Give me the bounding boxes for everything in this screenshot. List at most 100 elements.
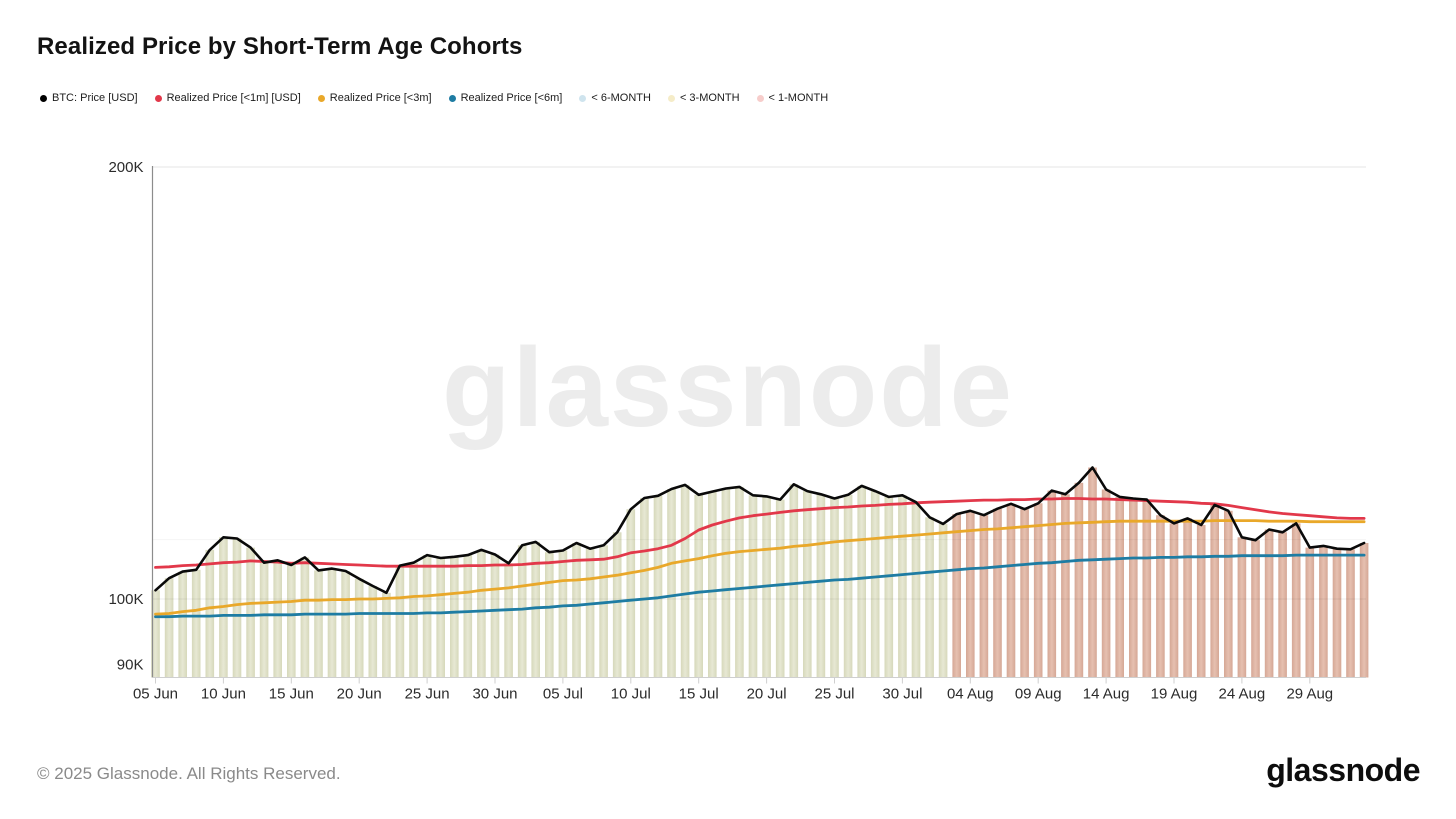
glassnode-logo: glassnode (1266, 752, 1420, 788)
price-bar (1291, 523, 1301, 678)
price-bar (993, 508, 1002, 678)
price-bar (368, 586, 378, 678)
legend-dot-icon (579, 94, 587, 102)
price-bar (898, 495, 907, 678)
legend-dot-icon (317, 94, 325, 102)
price-bar (667, 489, 676, 678)
x-tick-label: 30 Jul (882, 686, 922, 703)
price-bar (450, 556, 459, 678)
price-bar (775, 499, 785, 678)
legend-item-label: BTC: Price [USD] (52, 92, 138, 104)
price-bar (436, 558, 445, 678)
price-bar (680, 484, 690, 678)
price-bar (1156, 515, 1165, 678)
price-bar (246, 547, 255, 678)
price-bar (164, 578, 174, 678)
price-bar (1074, 482, 1084, 678)
price-bar (938, 523, 948, 678)
price-bar (735, 486, 744, 678)
price-bar (708, 491, 717, 678)
legend-item-4[interactable]: < 6-MONTH (579, 92, 651, 104)
legend-dot-icon (448, 94, 456, 102)
x-tick-label: 24 Aug (1219, 686, 1266, 703)
x-tick-label: 09 Aug (1015, 686, 1062, 703)
price-bar (572, 543, 581, 678)
y-tick-label: 90K (117, 657, 144, 674)
price-bar (382, 592, 391, 678)
glassnode-watermark: glassnode (442, 325, 1014, 450)
price-bar (1169, 523, 1179, 678)
price-bar (1006, 503, 1016, 678)
x-tick-label: 10 Jun (201, 686, 246, 703)
chart-legend: BTC: Price [USD] Realized Price [<1m] [US… (40, 90, 828, 106)
price-bar (259, 562, 269, 678)
price-bar (232, 538, 242, 678)
price-bar (884, 496, 894, 678)
price-bar (314, 570, 323, 678)
price-bar (341, 571, 350, 678)
price-bar (273, 560, 282, 678)
x-tick-label: 05 Jun (133, 686, 178, 703)
price-bar (151, 590, 160, 678)
x-tick-label: 04 Aug (947, 686, 994, 703)
price-bar (1224, 510, 1233, 678)
price-bar (1183, 518, 1192, 678)
series-line-realized-price-6m (154, 553, 1366, 619)
legend-item-label: < 6-MONTH (591, 92, 651, 104)
x-tick-label: 20 Jul (747, 686, 787, 703)
legend-item-6[interactable]: < 1-MONTH (756, 92, 828, 104)
price-bar (612, 532, 622, 678)
x-tick-label: 30 Jun (472, 686, 517, 703)
price-bar (979, 515, 989, 678)
price-bar (477, 549, 486, 678)
copyright-text: © 2025 Glassnode. All Rights Reserved. (37, 764, 341, 783)
x-tick-label: 15 Jul (679, 686, 719, 703)
legend-item-2[interactable]: Realized Price [<3m] (317, 92, 432, 104)
price-bar (721, 488, 731, 678)
price-bar (870, 491, 880, 678)
legend-item-3[interactable]: Realized Price [<6m] (448, 92, 563, 104)
price-bar (558, 550, 568, 678)
price-bar (803, 491, 812, 678)
x-tick-label: 15 Jun (269, 686, 314, 703)
price-bar (327, 568, 337, 678)
legend-item-1[interactable]: Realized Price [<1m] [USD] (154, 92, 301, 104)
legend-item-label: Realized Price [<6m] (460, 92, 563, 104)
price-bar (843, 494, 853, 678)
price-bar (1332, 548, 1342, 678)
price-bar (1061, 494, 1070, 678)
legend-item-5[interactable]: < 3-MONTH (667, 92, 740, 104)
series-line-realized-price-3m (154, 519, 1366, 616)
price-bar (1264, 529, 1274, 678)
x-tick-label: 19 Aug (1151, 686, 1198, 703)
price-bar (1305, 547, 1315, 678)
price-bar (1033, 503, 1043, 678)
x-tick-label: 29 Aug (1286, 686, 1333, 703)
price-bar (504, 563, 513, 678)
price-bar (830, 498, 839, 678)
y-tick-label: 200K (108, 159, 143, 176)
legend-dot-icon (154, 94, 162, 102)
price-bar (925, 517, 934, 678)
price-bar (966, 510, 975, 678)
price-bar (517, 545, 527, 678)
price-bar (422, 555, 432, 678)
x-tick-label: 05 Jul (543, 686, 583, 703)
price-bar (599, 545, 608, 678)
legend-item-0[interactable]: BTC: Price [USD] (40, 92, 138, 104)
price-bar (395, 565, 405, 678)
price-bar (1319, 545, 1328, 678)
price-bar (191, 569, 201, 678)
price-bar (1088, 467, 1097, 678)
series-line-btc-price-usd (154, 466, 1366, 595)
price-bar (178, 571, 187, 678)
price-bar (409, 562, 418, 678)
price-bar (816, 494, 826, 678)
price-bar (1278, 532, 1287, 678)
legend-dot-icon (40, 94, 47, 102)
x-tick-label: 14 Aug (1083, 686, 1130, 703)
price-bar (857, 485, 866, 678)
price-bar (1210, 504, 1219, 678)
